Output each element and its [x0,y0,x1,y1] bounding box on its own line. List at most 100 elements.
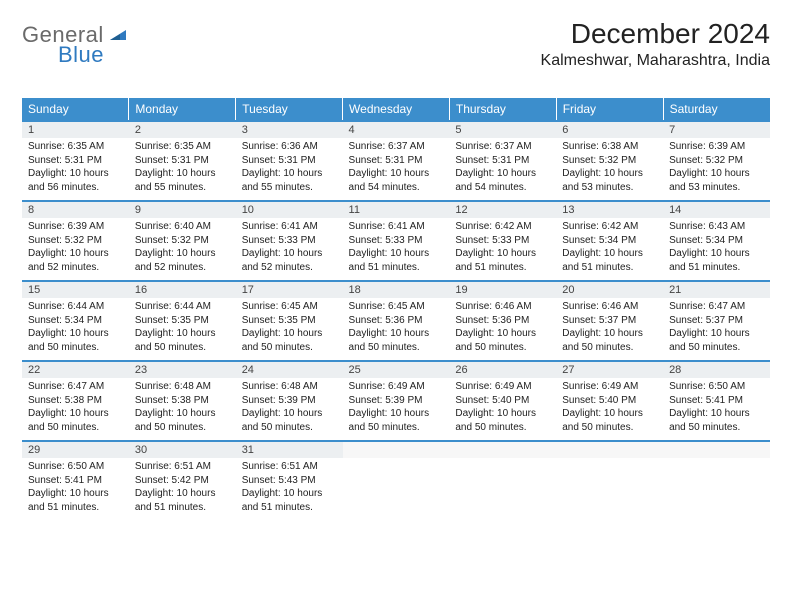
sunset-text: Sunset: 5:41 PM [669,394,764,408]
sunset-text: Sunset: 5:36 PM [455,314,550,328]
sunrise-text: Sunrise: 6:37 AM [349,140,444,154]
sunset-text: Sunset: 5:40 PM [562,394,657,408]
day-number: 20 [556,282,663,298]
sunrise-text: Sunrise: 6:41 AM [242,220,337,234]
sunset-text: Sunset: 5:39 PM [349,394,444,408]
day-body: Sunrise: 6:48 AMSunset: 5:39 PMDaylight:… [236,378,343,440]
calendar-cell: 24Sunrise: 6:48 AMSunset: 5:39 PMDayligh… [236,361,343,441]
sunrise-text: Sunrise: 6:49 AM [562,380,657,394]
day-number: 6 [556,122,663,138]
sunset-text: Sunset: 5:32 PM [562,154,657,168]
day-number: 31 [236,442,343,458]
day-body: Sunrise: 6:39 AMSunset: 5:32 PMDaylight:… [22,218,129,280]
sunset-text: Sunset: 5:41 PM [28,474,123,488]
day-number: 15 [22,282,129,298]
sunrise-text: Sunrise: 6:43 AM [669,220,764,234]
sunrise-text: Sunrise: 6:47 AM [669,300,764,314]
calendar-cell: 25Sunrise: 6:49 AMSunset: 5:39 PMDayligh… [343,361,450,441]
daylight-text: Daylight: 10 hours and 50 minutes. [669,327,764,354]
day-body: Sunrise: 6:50 AMSunset: 5:41 PMDaylight:… [22,458,129,520]
sunset-text: Sunset: 5:33 PM [455,234,550,248]
day-number: 23 [129,362,236,378]
day-body: Sunrise: 6:46 AMSunset: 5:37 PMDaylight:… [556,298,663,360]
daylight-text: Daylight: 10 hours and 54 minutes. [349,167,444,194]
day-number: 1 [22,122,129,138]
day-number: 25 [343,362,450,378]
sunrise-text: Sunrise: 6:35 AM [28,140,123,154]
day-body: Sunrise: 6:37 AMSunset: 5:31 PMDaylight:… [343,138,450,200]
daylight-text: Daylight: 10 hours and 54 minutes. [455,167,550,194]
sunset-text: Sunset: 5:35 PM [135,314,230,328]
calendar-cell: 20Sunrise: 6:46 AMSunset: 5:37 PMDayligh… [556,281,663,361]
day-body: Sunrise: 6:42 AMSunset: 5:33 PMDaylight:… [449,218,556,280]
sunset-text: Sunset: 5:40 PM [455,394,550,408]
day-number: 3 [236,122,343,138]
calendar-cell: 8Sunrise: 6:39 AMSunset: 5:32 PMDaylight… [22,201,129,281]
day-number: 11 [343,202,450,218]
day-body: Sunrise: 6:49 AMSunset: 5:40 PMDaylight:… [556,378,663,440]
day-number: 4 [343,122,450,138]
day-number: 7 [663,122,770,138]
day-body: Sunrise: 6:42 AMSunset: 5:34 PMDaylight:… [556,218,663,280]
page-header: General December 2024 Kalmeshwar, Mahara… [22,18,770,70]
day-number: 22 [22,362,129,378]
daylight-text: Daylight: 10 hours and 53 minutes. [669,167,764,194]
sunrise-text: Sunrise: 6:50 AM [28,460,123,474]
daylight-text: Daylight: 10 hours and 51 minutes. [669,247,764,274]
sunrise-text: Sunrise: 6:36 AM [242,140,337,154]
calendar-cell: 19Sunrise: 6:46 AMSunset: 5:36 PMDayligh… [449,281,556,361]
calendar-cell: 4Sunrise: 6:37 AMSunset: 5:31 PMDaylight… [343,121,450,201]
calendar-cell: 6Sunrise: 6:38 AMSunset: 5:32 PMDaylight… [556,121,663,201]
day-body: Sunrise: 6:44 AMSunset: 5:34 PMDaylight:… [22,298,129,360]
day-body: Sunrise: 6:39 AMSunset: 5:32 PMDaylight:… [663,138,770,200]
calendar-row: 29Sunrise: 6:50 AMSunset: 5:41 PMDayligh… [22,441,770,520]
calendar-row: 22Sunrise: 6:47 AMSunset: 5:38 PMDayligh… [22,361,770,441]
sunset-text: Sunset: 5:31 PM [455,154,550,168]
day-number: 19 [449,282,556,298]
day-body: Sunrise: 6:49 AMSunset: 5:40 PMDaylight:… [449,378,556,440]
logo-text-blue: Blue [58,42,104,67]
daylight-text: Daylight: 10 hours and 50 minutes. [242,327,337,354]
sunrise-text: Sunrise: 6:39 AM [669,140,764,154]
day-body-empty [449,458,556,508]
sunset-text: Sunset: 5:34 PM [28,314,123,328]
day-body: Sunrise: 6:36 AMSunset: 5:31 PMDaylight:… [236,138,343,200]
sunset-text: Sunset: 5:42 PM [135,474,230,488]
calendar-row: 1Sunrise: 6:35 AMSunset: 5:31 PMDaylight… [22,121,770,201]
sunrise-text: Sunrise: 6:39 AM [28,220,123,234]
daylight-text: Daylight: 10 hours and 53 minutes. [562,167,657,194]
sunset-text: Sunset: 5:34 PM [562,234,657,248]
weekday-header: Thursday [449,98,556,121]
calendar-cell: 7Sunrise: 6:39 AMSunset: 5:32 PMDaylight… [663,121,770,201]
day-body: Sunrise: 6:47 AMSunset: 5:38 PMDaylight:… [22,378,129,440]
day-number: 12 [449,202,556,218]
calendar-cell: 26Sunrise: 6:49 AMSunset: 5:40 PMDayligh… [449,361,556,441]
day-number: 5 [449,122,556,138]
weekday-header: Friday [556,98,663,121]
daylight-text: Daylight: 10 hours and 56 minutes. [28,167,123,194]
sunrise-text: Sunrise: 6:37 AM [455,140,550,154]
sunset-text: Sunset: 5:38 PM [28,394,123,408]
daylight-text: Daylight: 10 hours and 50 minutes. [455,327,550,354]
calendar-table: Sunday Monday Tuesday Wednesday Thursday… [22,98,770,520]
calendar-cell: 9Sunrise: 6:40 AMSunset: 5:32 PMDaylight… [129,201,236,281]
calendar-cell: 31Sunrise: 6:51 AMSunset: 5:43 PMDayligh… [236,441,343,520]
sunrise-text: Sunrise: 6:42 AM [455,220,550,234]
daylight-text: Daylight: 10 hours and 51 minutes. [455,247,550,274]
daylight-text: Daylight: 10 hours and 52 minutes. [135,247,230,274]
day-number: 29 [22,442,129,458]
day-number: 30 [129,442,236,458]
daylight-text: Daylight: 10 hours and 55 minutes. [135,167,230,194]
flag-icon [108,24,128,47]
calendar-cell: 12Sunrise: 6:42 AMSunset: 5:33 PMDayligh… [449,201,556,281]
sunrise-text: Sunrise: 6:45 AM [242,300,337,314]
sunrise-text: Sunrise: 6:48 AM [135,380,230,394]
calendar-page: General December 2024 Kalmeshwar, Mahara… [0,0,792,538]
sunrise-text: Sunrise: 6:51 AM [242,460,337,474]
sunset-text: Sunset: 5:31 PM [135,154,230,168]
sunrise-text: Sunrise: 6:49 AM [349,380,444,394]
daylight-text: Daylight: 10 hours and 55 minutes. [242,167,337,194]
day-body-empty [556,458,663,508]
sunset-text: Sunset: 5:38 PM [135,394,230,408]
calendar-cell: 23Sunrise: 6:48 AMSunset: 5:38 PMDayligh… [129,361,236,441]
